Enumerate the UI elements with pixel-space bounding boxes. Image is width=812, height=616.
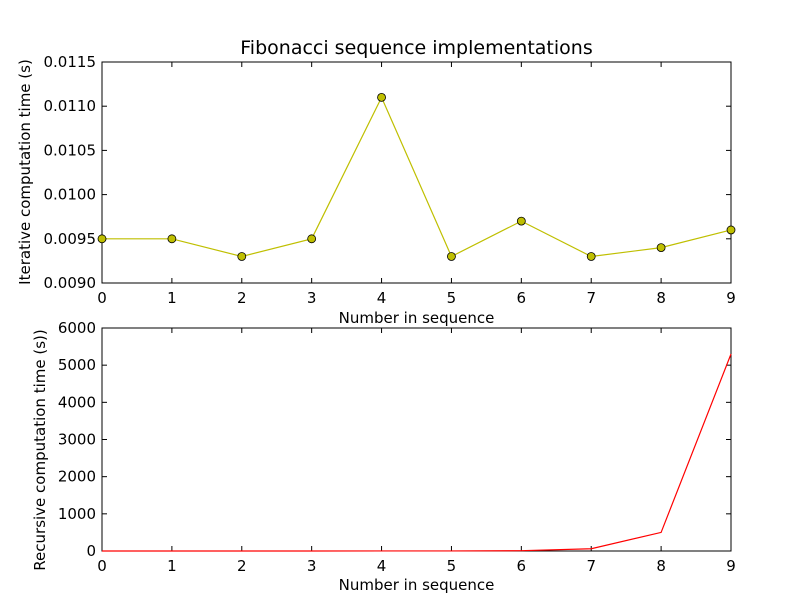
recursive-xtick-label: 7: [586, 557, 596, 575]
recursive-ytick-label: 1000: [58, 505, 96, 523]
iterative-data-point: [447, 252, 456, 261]
iterative-data-point: [726, 225, 736, 235]
recursive-xtick-label: 0: [97, 557, 107, 575]
iterative-xtick-label: 4: [377, 289, 387, 307]
recursive-ytick-label: 0: [86, 542, 96, 560]
iterative-axes-frame: [101, 61, 732, 284]
recursive-xtick-label: 1: [167, 557, 177, 575]
iterative-data-point: [97, 234, 107, 244]
iterative-ylabel: Iterative computation time (s): [16, 59, 34, 285]
recursive-ytick-label: 2000: [58, 468, 96, 486]
iterative-data-point: [167, 234, 177, 244]
recursive-xtick-label: 2: [237, 557, 247, 575]
recursive-ytick-label: 6000: [58, 319, 96, 337]
iterative-data-point: [237, 252, 247, 261]
iterative-xtick-label: 1: [167, 289, 177, 307]
iterative-data-point: [516, 216, 526, 226]
iterative-xtick-label: 2: [237, 289, 247, 307]
iterative-data-point: [586, 252, 596, 261]
iterative-ytick-label: 0.0105: [44, 141, 97, 159]
recursive-ylabel: Recursive computation time (s)): [31, 329, 49, 570]
recursive-ytick-label: 4000: [58, 393, 96, 411]
iterative-ytick-label: 0.0100: [44, 186, 97, 204]
iterative-ytick-label: 0.0115: [44, 53, 97, 71]
iterative-xtick-label: 3: [307, 289, 317, 307]
recursive-xtick-label: 4: [377, 557, 387, 575]
iterative-xtick-label: 6: [517, 289, 527, 307]
iterative-xtick-label: 0: [97, 289, 107, 307]
recursive-axes-frame: [101, 327, 732, 552]
iterative-plot: 0 1 2 3 4 5 6 7 8 9 0.0090 0.0095 0.0100 0.0105 0.0110…: [44, 53, 736, 307]
recursive-series-line: [102, 353, 732, 552]
iterative-data-point: [307, 234, 317, 244]
iterative-series-line: [102, 95, 732, 258]
iterative-data-point: [656, 243, 666, 253]
iterative-ytick-label: 0.0090: [44, 274, 97, 292]
iterative-xtick-label: 7: [586, 289, 596, 307]
recursive-xtick-label: 3: [307, 557, 317, 575]
iterative-xtick-label: 9: [726, 289, 736, 307]
recursive-xtick-label: 9: [726, 557, 736, 575]
iterative-xtick-label: 8: [656, 289, 666, 307]
recursive-ytick-label: 5000: [58, 356, 96, 374]
recursive-xlabel: Number in sequence: [339, 576, 495, 594]
iterative-ytick-label: 0.0095: [44, 230, 97, 248]
chart-title: Fibonacci sequence implementations: [240, 37, 592, 59]
iterative-ytick-label: 0.0110: [44, 97, 97, 115]
iterative-xtick-label: 5: [447, 289, 457, 307]
recursive-plot: 0 1 2 3 4 5 6 7 8 9 0 1000 2000 3000 4000 5000 6000: [58, 319, 736, 575]
recursive-xtick-label: 6: [517, 557, 527, 575]
iterative-xlabel: Number in sequence: [339, 309, 495, 327]
recursive-ytick-label: 3000: [58, 431, 96, 449]
iterative-data-point: [377, 92, 386, 102]
recursive-xtick-label: 5: [447, 557, 457, 575]
recursive-xtick-label: 8: [656, 557, 666, 575]
